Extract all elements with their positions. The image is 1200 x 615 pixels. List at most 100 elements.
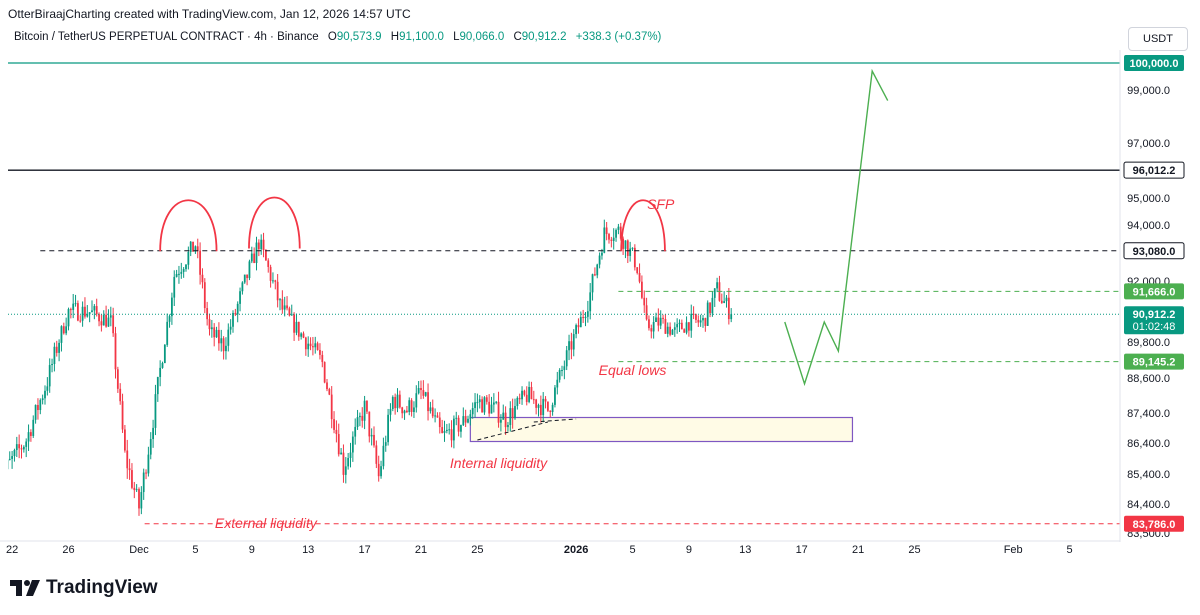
candle-body [396,394,399,409]
close-label: C [513,31,522,43]
candle-body [464,416,467,423]
candle-body [290,314,293,316]
symbol-title[interactable]: Bitcoin / TetherUS PERPETUAL CONTRACT · … [14,31,319,43]
currency-button[interactable]: USDT [1128,27,1188,51]
candle-body [509,408,512,425]
candle-body [532,399,535,401]
candle-body [269,266,272,281]
candle-body [720,300,723,303]
candle-body [154,394,157,428]
candle-body [631,247,634,249]
candle-body [84,306,86,317]
candle-body [643,297,646,306]
candle-body [594,274,596,276]
candle-body [666,326,669,334]
candle-body [81,306,84,321]
candle-body [255,242,258,263]
candle-body [0,483,1,491]
candle-body [485,397,488,402]
candle-body [8,459,9,470]
candle-body [366,400,368,412]
candle-body [507,424,509,428]
y-tick-label: 84,400.0 [1127,499,1170,511]
candle-body [39,400,42,411]
candle-body [462,416,465,426]
candle-body [455,417,458,419]
candle-body [11,456,13,459]
candle-body [210,327,213,330]
candle-body [664,318,667,334]
candle-body [445,429,448,432]
candle-body [314,343,317,348]
x-tick-label: 5 [629,544,635,556]
x-tick-label: 9 [249,544,255,556]
candle-body [142,472,145,493]
candle-body [124,429,126,451]
level-tag-3-bg [1124,283,1184,300]
projection-path [784,68,889,387]
candle-body [288,308,291,316]
candle-body [65,326,68,334]
tradingview-brand: TradingView [10,577,158,599]
candle-body [516,397,519,407]
candle-body [528,386,530,402]
candle-body [276,281,279,301]
candle-body [537,404,540,408]
candle-body [363,400,366,421]
candle-body [523,390,526,395]
candle-body [662,317,664,319]
candle-body [502,412,505,420]
candle-body [236,303,239,315]
open-value: 90,573.9 [336,31,382,43]
candle-body [375,445,378,464]
candle-body [695,314,697,320]
candle-body [410,400,413,412]
candle-body [257,242,260,250]
x-tick-label: 25 [908,544,920,556]
plot-area: SFP Equal lows Internal liquidity External … [0,62,1120,531]
candle-body [424,392,427,396]
candle-body [495,401,498,403]
candle-body [27,432,30,442]
candle-body [265,250,267,261]
candle-body [173,276,176,298]
level-tag-0: 100,000.0 [1130,58,1179,70]
candle-body [603,227,606,253]
candle-body [453,418,455,441]
candle-body [309,343,312,347]
candle-body [41,398,44,401]
candle-body [159,367,162,378]
candle-body [340,452,342,455]
candle-body [194,246,197,252]
candle-body [678,322,681,325]
candle-body [131,470,133,488]
candle-body [321,354,324,363]
candle-body [575,325,577,335]
candle-body [175,273,178,277]
x-tick-label: Dec [129,544,149,556]
x-tick-label: 26 [62,544,74,556]
candle-body [213,327,216,338]
candle-body [234,312,237,315]
candle-body [673,327,676,330]
candle-body [272,280,274,282]
candle-body [192,241,194,252]
candle-body [558,370,561,380]
candle-body [171,297,173,317]
candle-body [330,394,333,420]
candle-body [542,398,545,416]
candle-body [102,314,105,326]
candle-body [655,317,657,323]
candle-body [333,419,335,430]
candle-body [201,274,204,283]
candle-body [58,342,60,353]
x-tick-label: 5 [1067,544,1073,556]
candle-body [713,288,716,298]
candle-body [152,427,154,440]
candle-body [434,415,436,417]
candle-body [582,316,585,319]
candle-body [32,419,35,436]
candle-body [196,246,199,251]
candle-body [384,442,387,446]
